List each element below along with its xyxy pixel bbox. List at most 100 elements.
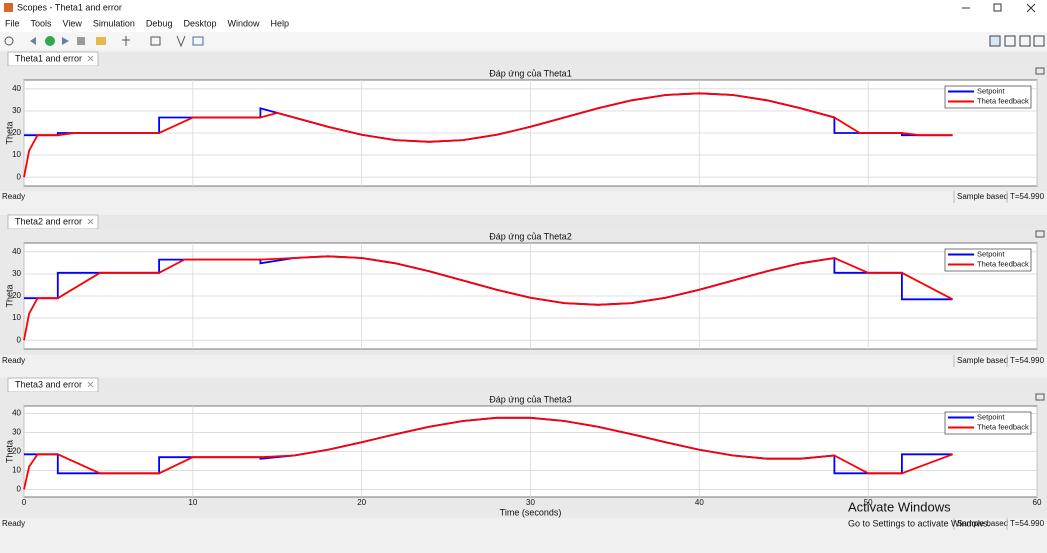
- zoom-button[interactable]: [150, 36, 161, 46]
- layout-single-button[interactable]: [1033, 35, 1045, 47]
- chart-title: Đáp ứng của Theta1: [489, 68, 571, 78]
- status-time: T=54.990: [1010, 356, 1045, 365]
- legend-label: Setpoint: [977, 86, 1005, 95]
- y-tick-label: 0: [17, 172, 22, 181]
- y-axis-label: Theta: [4, 121, 14, 144]
- toolbar: [0, 32, 1047, 50]
- y-axis-label: Theta: [4, 284, 14, 307]
- menu-item[interactable]: Simulation: [93, 18, 135, 28]
- triggers-button[interactable]: [176, 35, 186, 48]
- status-text: Ready: [2, 192, 25, 201]
- y-tick-label: 20: [12, 447, 21, 456]
- status-mode: Sample based: [957, 519, 1008, 528]
- menu: File Tools View Simulation Debug Desktop Windo…: [5, 18, 289, 28]
- panel-tab-label: Theta2 and error: [15, 216, 82, 226]
- menu-item[interactable]: Help: [271, 18, 290, 28]
- y-tick-label: 30: [12, 269, 21, 278]
- stop-button[interactable]: [77, 37, 85, 45]
- maximize-button[interactable]: [993, 3, 1002, 12]
- y-tick-label: 0: [17, 485, 22, 494]
- menu-item[interactable]: View: [63, 18, 83, 28]
- legend-label: Setpoint: [977, 249, 1005, 258]
- y-tick-label: 30: [12, 428, 21, 437]
- status-bar: [0, 518, 1047, 531]
- panel-undock[interactable]: [1035, 67, 1045, 75]
- y-tick-label: 10: [12, 150, 21, 159]
- x-tick-label: 10: [188, 498, 197, 507]
- legend-label: Theta feedback: [977, 96, 1029, 105]
- panel-tab-label: Theta3 and error: [15, 379, 82, 389]
- step-forward-button[interactable]: [62, 37, 69, 45]
- series-line: [23, 416, 953, 490]
- tab-close[interactable]: [87, 218, 94, 225]
- status-text: Ready: [2, 356, 25, 365]
- watermark-subtitle: Go to Settings to activate Windows.: [848, 518, 990, 528]
- run-button[interactable]: [45, 36, 55, 46]
- menu-item[interactable]: Window: [227, 18, 260, 28]
- status-bar: [0, 191, 1047, 204]
- panel-tab-strip: [0, 52, 1047, 66]
- y-tick-label: 40: [12, 247, 21, 256]
- status-text: Ready: [2, 519, 25, 528]
- layout-grid-button[interactable]: [989, 35, 1001, 47]
- chart-title: Đáp ứng của Theta3: [489, 394, 571, 404]
- y-tick-label: 10: [12, 313, 21, 322]
- toolbar-icons: [4, 35, 1045, 48]
- status-time: T=54.990: [1010, 192, 1045, 201]
- menu-item[interactable]: Desktop: [183, 18, 216, 28]
- series-line: [23, 255, 954, 341]
- x-tick-label: 40: [695, 498, 704, 507]
- menu-bar: [0, 16, 1047, 32]
- panel-tab-strip: [0, 215, 1047, 229]
- menu-item[interactable]: Tools: [31, 18, 53, 28]
- status-time: T=54.990: [1010, 519, 1045, 528]
- legend-label: Theta feedback: [977, 422, 1029, 431]
- panel-undock[interactable]: [1035, 393, 1045, 401]
- y-tick-label: 30: [12, 106, 21, 115]
- x-tick-label: 20: [357, 498, 366, 507]
- tab-close[interactable]: [87, 55, 94, 62]
- settings-button[interactable]: [4, 36, 14, 46]
- layout-columns-button[interactable]: [1004, 35, 1016, 47]
- watermark-title: Activate Windows: [848, 499, 951, 514]
- x-axis-label: Time (seconds): [500, 507, 562, 517]
- y-tick-label: 10: [12, 466, 21, 475]
- scope-panel: Theta3 and error Đáp ứng của Theta3 0 10 20 3…: [0, 377, 1047, 531]
- status-mode: Sample based: [957, 192, 1008, 201]
- highlight-button[interactable]: [96, 37, 106, 45]
- scope-panel: Theta2 and error Đáp ứng của Theta2 0 10 20 3…: [0, 214, 1047, 368]
- x-tick-label: 60: [1033, 498, 1042, 507]
- x-tick-label: 30: [526, 498, 535, 507]
- step-back-button[interactable]: [30, 37, 36, 45]
- close-button[interactable]: [1026, 3, 1036, 13]
- status-mode: Sample based: [957, 356, 1008, 365]
- menu-item[interactable]: Debug: [146, 18, 173, 28]
- y-tick-label: 40: [12, 409, 21, 418]
- app-icon: [4, 3, 13, 12]
- scope-panel: Theta1 and error Đáp ứng của Theta1 0 10 20 3…: [0, 51, 1047, 204]
- menu-item[interactable]: File: [5, 18, 20, 28]
- y-tick-label: 0: [17, 335, 22, 344]
- series-line: [23, 92, 953, 178]
- layout-rows-button[interactable]: [1019, 35, 1031, 47]
- y-tick-label: 20: [12, 291, 21, 300]
- tab-close[interactable]: [87, 381, 94, 388]
- y-tick-label: 40: [12, 84, 21, 93]
- legend-label: Theta feedback: [977, 259, 1029, 268]
- panel-tab-strip: [0, 378, 1047, 392]
- title-bar: [0, 0, 1047, 16]
- cursor-button[interactable]: [122, 36, 130, 46]
- chart-title: Đáp ứng của Theta2: [489, 231, 571, 241]
- panel-tab-label: Theta1 and error: [15, 53, 82, 63]
- x-tick-label: 50: [864, 498, 873, 507]
- window-title: Scopes - Theta1 and error: [17, 2, 122, 12]
- legend-label: Setpoint: [977, 412, 1005, 421]
- y-axis-label: Theta: [4, 440, 14, 463]
- style-button[interactable]: [192, 36, 204, 46]
- panel-undock[interactable]: [1035, 230, 1045, 238]
- scope-panels: Theta1 and error Đáp ứng của Theta1 0 10 20 3…: [0, 51, 1047, 531]
- status-bar: [0, 355, 1047, 368]
- y-tick-label: 20: [12, 128, 21, 137]
- x-tick-label: 0: [22, 498, 27, 507]
